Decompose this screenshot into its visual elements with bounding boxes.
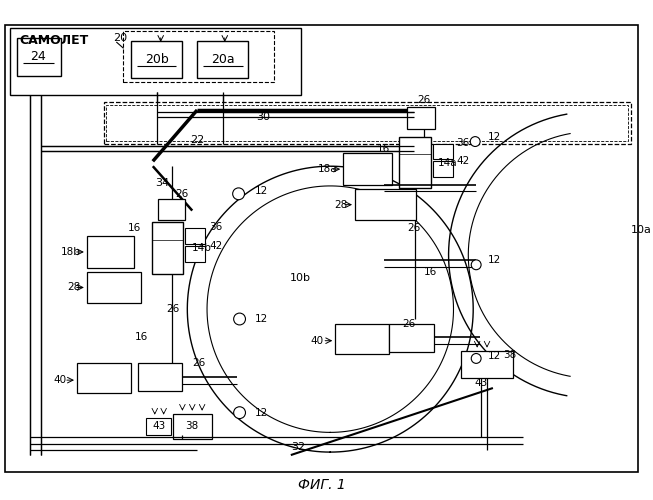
Bar xyxy=(197,41,248,78)
Bar xyxy=(104,102,631,144)
Text: 14a: 14a xyxy=(438,158,457,168)
Text: 26: 26 xyxy=(176,189,189,199)
Text: 34: 34 xyxy=(155,178,170,188)
Bar xyxy=(10,28,300,95)
Circle shape xyxy=(234,407,246,418)
Text: 20: 20 xyxy=(114,33,127,43)
Text: 36: 36 xyxy=(456,138,470,147)
Circle shape xyxy=(471,260,481,270)
Text: 12: 12 xyxy=(488,132,502,141)
Circle shape xyxy=(470,136,480,146)
Text: 18a: 18a xyxy=(317,164,337,174)
Bar xyxy=(158,198,185,220)
Text: ФИГ. 1: ФИГ. 1 xyxy=(298,478,345,492)
Text: 12: 12 xyxy=(255,186,268,196)
Text: 12: 12 xyxy=(488,255,502,265)
Text: 26: 26 xyxy=(402,319,415,329)
Text: 32: 32 xyxy=(291,442,305,452)
Text: 24: 24 xyxy=(31,50,46,64)
Circle shape xyxy=(471,354,481,364)
Bar xyxy=(152,222,183,274)
Text: 30: 30 xyxy=(257,112,270,122)
Text: 26: 26 xyxy=(192,358,206,368)
Bar xyxy=(172,414,212,440)
Circle shape xyxy=(234,313,246,325)
Bar xyxy=(185,228,205,244)
Text: 38: 38 xyxy=(185,422,199,432)
Text: 16: 16 xyxy=(424,266,437,276)
Circle shape xyxy=(232,188,244,200)
Text: 12: 12 xyxy=(255,314,268,324)
Text: 16: 16 xyxy=(377,144,390,154)
Text: 36: 36 xyxy=(209,222,222,232)
Text: 40: 40 xyxy=(54,375,67,385)
Bar xyxy=(462,350,513,378)
Text: 43: 43 xyxy=(152,422,165,432)
Text: 16: 16 xyxy=(135,332,148,342)
Text: 26: 26 xyxy=(417,95,430,105)
Text: 40: 40 xyxy=(310,336,323,345)
Text: 43: 43 xyxy=(475,378,488,388)
Bar xyxy=(343,154,392,185)
Text: 16: 16 xyxy=(128,224,141,234)
Bar xyxy=(407,107,435,128)
Bar xyxy=(17,38,61,76)
Text: 10a: 10a xyxy=(631,226,652,235)
Bar xyxy=(389,324,434,351)
Bar xyxy=(433,144,453,160)
Text: 18b: 18b xyxy=(61,247,81,257)
Text: 26: 26 xyxy=(166,304,179,314)
Bar xyxy=(185,246,205,262)
Text: САМОЛЕТ: САМОЛЕТ xyxy=(20,34,89,48)
Bar xyxy=(77,364,131,393)
Text: 28: 28 xyxy=(334,200,347,209)
Text: 26: 26 xyxy=(407,224,421,234)
Bar xyxy=(131,41,182,78)
Bar xyxy=(87,236,134,268)
Bar xyxy=(335,324,389,354)
Text: 42: 42 xyxy=(456,156,470,166)
Bar xyxy=(433,162,453,177)
Text: 12: 12 xyxy=(488,352,502,362)
Text: 28: 28 xyxy=(68,282,81,292)
Text: 42: 42 xyxy=(209,241,222,251)
Bar xyxy=(146,418,170,436)
Bar xyxy=(106,105,628,140)
Bar xyxy=(355,189,416,220)
Text: 20b: 20b xyxy=(145,53,168,66)
Text: 22: 22 xyxy=(190,134,204,144)
Bar xyxy=(138,364,182,391)
Text: 20a: 20a xyxy=(211,53,234,66)
Text: 14b: 14b xyxy=(192,243,212,253)
Bar xyxy=(87,272,141,303)
Text: 38: 38 xyxy=(503,350,516,360)
Bar xyxy=(123,31,274,82)
Text: 12: 12 xyxy=(255,408,268,418)
Text: 10b: 10b xyxy=(290,272,311,282)
Bar xyxy=(399,136,431,188)
